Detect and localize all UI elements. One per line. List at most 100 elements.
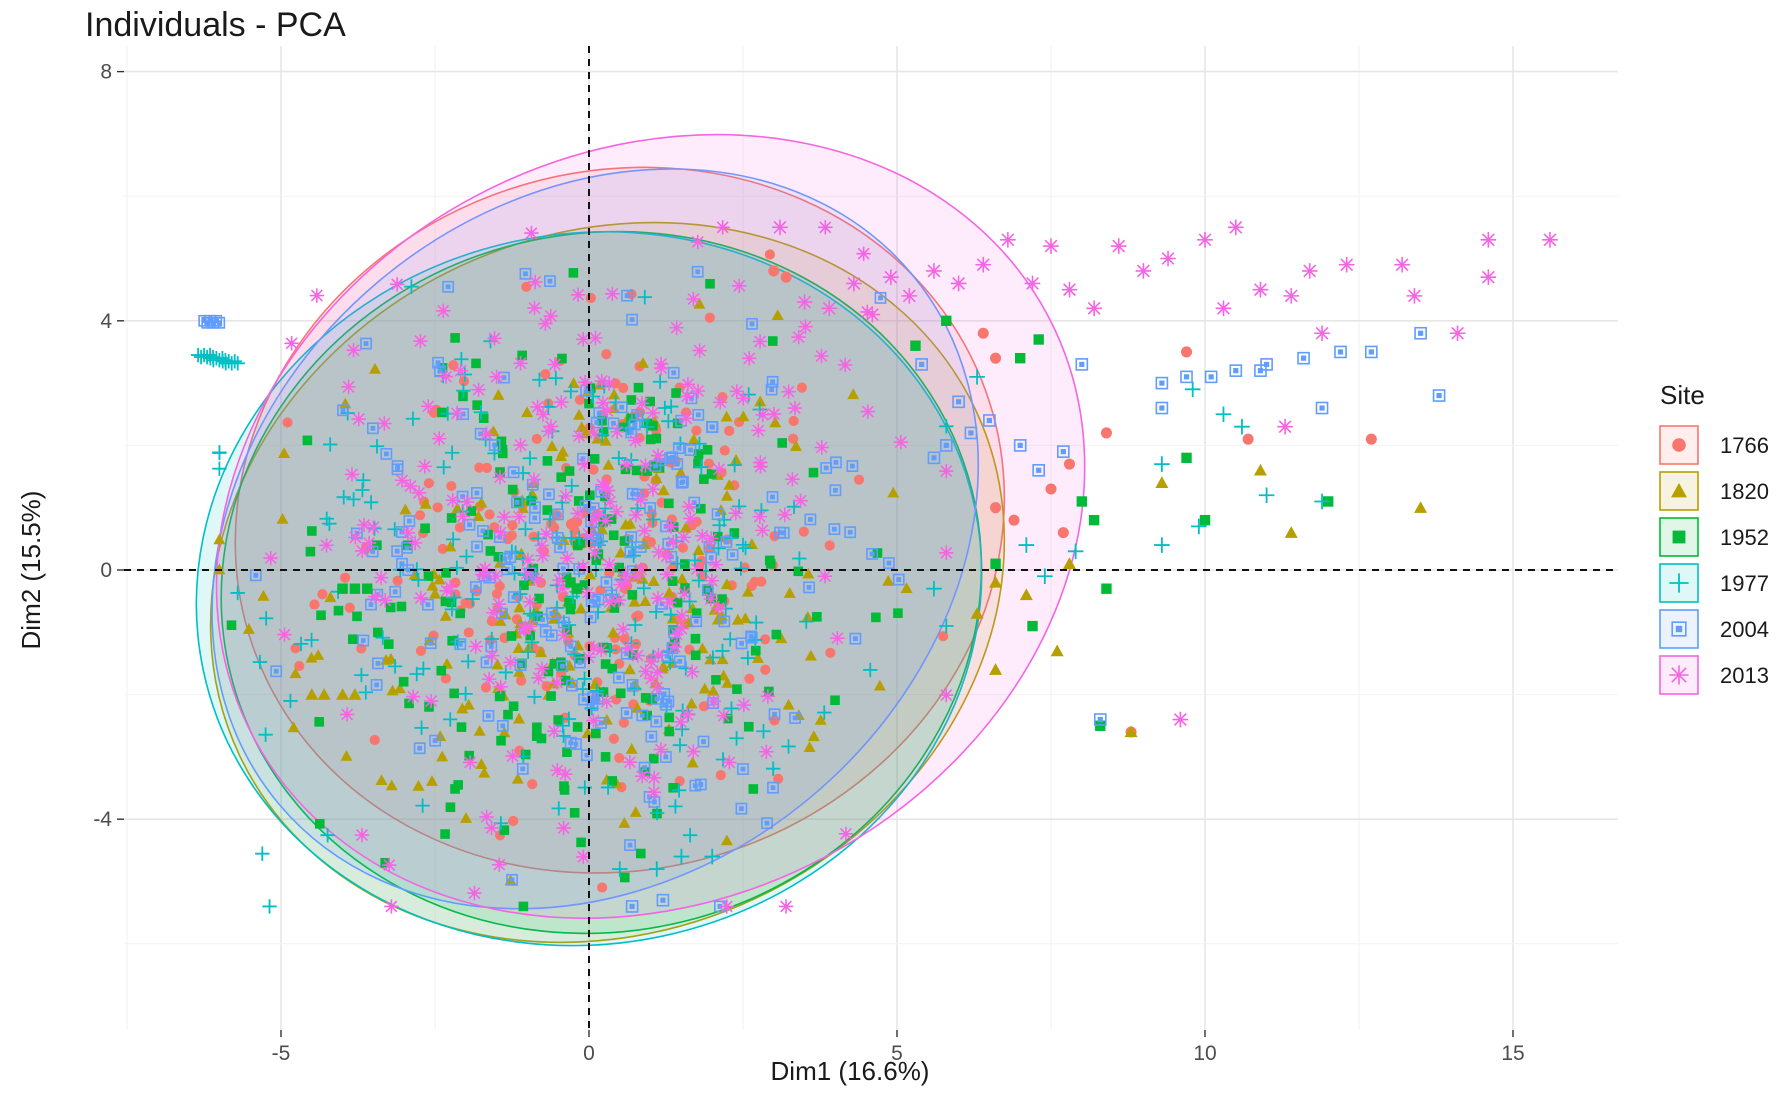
cloud-point-2013: [679, 389, 695, 404]
y-tick-label: -4: [93, 808, 112, 831]
cloud-point-1820: [573, 408, 586, 420]
cloud-point-2013: [669, 627, 684, 642]
point-2013: [1480, 269, 1497, 285]
point-1952: [337, 583, 348, 594]
cloud-point-2013: [355, 543, 370, 559]
cloud-point-1952: [573, 496, 584, 506]
cloud-point-2013: [591, 507, 607, 522]
cloud-point-1952: [493, 551, 504, 562]
cloud-point-2004: [690, 615, 703, 628]
cloud-point-1820: [720, 578, 733, 590]
series-2004: [625, 326, 1446, 913]
point-1820: [989, 575, 1003, 588]
cloud-point-2013: [530, 572, 545, 588]
cloud-point-1977: [551, 801, 566, 816]
cloud-point-2004: [536, 613, 549, 626]
point-1952: [1027, 620, 1038, 632]
cloud-point-1977: [252, 654, 268, 670]
point-2013: [1283, 288, 1300, 304]
x-tick-label: 5: [891, 1042, 903, 1065]
cloud-point-1977: [672, 737, 688, 753]
cloud-point-2013: [535, 548, 550, 563]
cloud-point-1766: [698, 701, 710, 712]
point-1766: [1045, 483, 1057, 495]
cloud-point-2013: [667, 639, 682, 655]
cloud-point-2013: [637, 523, 652, 538]
cloud-point-2013: [595, 477, 610, 492]
y-tick-label: 0: [100, 559, 112, 582]
cloud-point-2013: [423, 693, 439, 709]
y-axis: -4 0 4 8: [93, 61, 124, 831]
cloud-point-2013: [619, 457, 634, 472]
cloud-point-1977: [636, 581, 652, 596]
cloud-point-1952: [690, 650, 701, 661]
cloud-point-2004: [626, 678, 639, 691]
cloud-point-1952: [871, 612, 881, 623]
cloud-point-1977: [230, 585, 245, 601]
cloud-point-1766: [798, 526, 809, 537]
cloud-point-2013: [615, 622, 631, 637]
cloud-point-2013: [319, 538, 334, 553]
cloud-point-1952: [532, 722, 542, 733]
cloud-point-2004: [504, 551, 517, 564]
cloud-point-1977: [358, 685, 374, 700]
cloud-point-1952: [668, 782, 678, 793]
cloud-point-2013: [436, 303, 451, 319]
point-2004: [1075, 358, 1089, 371]
point-1977: [1018, 537, 1035, 553]
cloud-point-2004: [507, 591, 520, 604]
cloud-point-2013: [488, 568, 503, 584]
cloud-point-2013: [814, 440, 829, 455]
cloud-point-2013: [491, 596, 507, 612]
cloud-point-2013: [856, 246, 871, 261]
cloud-point-2013: [459, 494, 475, 510]
cloud-point-2013: [679, 411, 694, 426]
cloud-point-2013: [594, 642, 609, 658]
point-1977: [1258, 487, 1275, 504]
cloud-point-1952: [664, 726, 675, 737]
x-axis-title: Dim1 (16.6%): [771, 1056, 930, 1086]
legend-marker-1977: [1669, 573, 1689, 593]
cloud-point-1977: [715, 643, 730, 659]
cloud-point-2013: [837, 357, 853, 373]
cloud-point-1952: [607, 776, 618, 786]
cloud-point-1820: [535, 646, 548, 658]
cloud-point-2004: [692, 408, 705, 421]
cloud-point-1977: [792, 551, 807, 566]
cloud-point-1766: [760, 634, 771, 645]
point-2004: [656, 893, 670, 907]
cloud-point-1952: [520, 749, 531, 760]
cloud-point-1952: [640, 693, 651, 703]
cloud-point-2004: [804, 513, 817, 526]
point-2004: [927, 451, 941, 465]
cloud-point-1977: [561, 711, 577, 727]
cloud-point-1820: [647, 575, 660, 587]
cloud-point-1766: [618, 717, 629, 728]
cloud-point-2013: [575, 559, 591, 575]
cloud-point-1766: [585, 292, 596, 304]
cloud-point-1952: [542, 505, 553, 515]
cloud-point-2013: [650, 590, 666, 606]
cloud-point-1977: [336, 489, 351, 505]
cloud-point-2013: [650, 665, 665, 680]
cloud-point-2013: [611, 592, 627, 608]
cloud-point-2004: [519, 267, 532, 280]
cloud-point-1952: [316, 610, 326, 621]
cloud-point-2004: [551, 508, 564, 521]
cloud-point-2004: [620, 706, 633, 719]
cloud-point-2013: [602, 494, 618, 509]
cloud-point-1977: [595, 427, 610, 443]
cloud-point-1977: [346, 492, 361, 507]
cloud-point-2004: [844, 526, 857, 539]
point-2013: [926, 263, 942, 279]
cloud-point-2013: [382, 857, 397, 873]
cloud-point-1820: [657, 484, 670, 496]
cloud-point-1952: [691, 608, 702, 618]
cloud-point-2013: [484, 820, 499, 836]
cloud-point-2013: [475, 564, 490, 579]
point-1977: [648, 861, 665, 877]
point-1952: [362, 583, 373, 594]
cloud-point-1977: [663, 399, 679, 414]
cloud-point-2004: [631, 409, 643, 421]
cloud-point-1820: [687, 433, 700, 445]
